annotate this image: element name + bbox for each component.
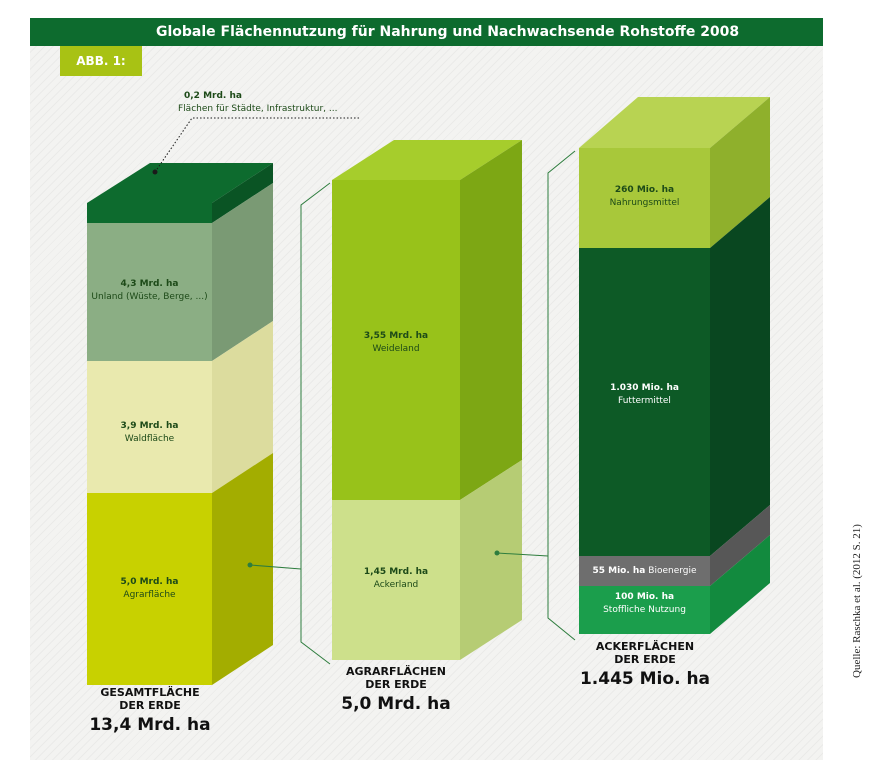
caption-agrarflaechen: AGRARFLÄCHEN DER ERDE 5,0 Mrd. ha — [316, 665, 476, 716]
label-bioenergie: 55 Mio. ha Bioenergie — [579, 565, 710, 578]
caption-gesamtflaeche-line1: GESAMTFLÄCHE — [100, 686, 200, 699]
block-weideland-top — [332, 140, 522, 180]
label-unland-text: Unland (Wüste, Berge, ...) — [91, 292, 208, 302]
label-wald-text: Waldfläche — [124, 434, 175, 444]
caption-gesamtflaeche: GESAMTFLÄCHE DER ERDE 13,4 Mrd. ha — [70, 686, 230, 737]
connector-agrar — [249, 182, 331, 665]
block-wald-front — [87, 361, 212, 493]
source-credit: Quelle: Raschka et al. (2012 S. 21) — [851, 524, 863, 678]
label-bioenergie-value: 55 Mio. ha — [592, 566, 646, 576]
column-ackerflaechen — [579, 97, 770, 634]
label-bioenergie-text: Bioenergie — [648, 566, 697, 576]
block-agrarflaeche-front — [87, 493, 212, 685]
leader-staedte — [154, 117, 360, 173]
label-futtermittel: 1.030 Mio. ha Futtermittel — [579, 382, 710, 408]
block-wald-side — [212, 321, 273, 493]
block-unland-side — [212, 183, 273, 361]
block-bioenergie-front — [579, 556, 710, 586]
label-nahrungsmittel-text: Nahrungsmittel — [609, 198, 680, 208]
block-futtermittel-side — [710, 197, 770, 556]
label-weideland-text: Weideland — [372, 344, 420, 354]
label-ackerland-text: Ackerland — [373, 580, 419, 590]
label-futtermittel-text: Futtermittel — [618, 396, 671, 406]
block-staedte-top — [87, 163, 273, 203]
connector-agrar-dot — [247, 562, 253, 568]
label-weideland-value: 3,55 Mrd. ha — [363, 331, 429, 341]
caption-agrarflaechen-line1: AGRARFLÄCHEN — [345, 665, 447, 678]
block-ackerland-front — [332, 500, 460, 660]
leader-staedte-dot — [152, 169, 158, 175]
caption-ackerflaechen-total: 1.445 Mio. ha — [579, 669, 711, 689]
figure-label-tab: ABB. 1: — [60, 46, 142, 76]
caption-gesamtflaeche-line2: DER ERDE — [119, 699, 181, 712]
label-stoffliche-value: 100 Mio. ha — [614, 592, 675, 602]
block-unland-front — [87, 223, 212, 361]
block-ackerland-side — [460, 460, 522, 660]
block-stoffliche-side — [710, 535, 770, 634]
connector-acker-dot — [494, 550, 500, 556]
label-nahrungsmittel: 260 Mio. ha Nahrungsmittel — [579, 184, 710, 210]
block-staedte-side — [212, 163, 273, 223]
caption-agrarflaechen-line2: DER ERDE — [365, 678, 427, 691]
block-stoffliche-front — [579, 586, 710, 634]
block-bioenergie-side — [710, 505, 770, 586]
label-staedte: 0,2 Mrd. ha Flächen für Städte, Infrastr… — [178, 90, 378, 116]
connector-acker — [496, 150, 576, 641]
caption-ackerflaechen-line1: ACKERFLÄCHEN — [595, 640, 695, 653]
caption-ackerflaechen: ACKERFLÄCHEN DER ERDE 1.445 Mio. ha — [565, 640, 725, 691]
label-staedte-text: Flächen für Städte, Infrastruktur, ... — [178, 104, 338, 114]
block-nahrungsmittel-top — [579, 97, 770, 148]
block-nahrungsmittel-front — [579, 148, 710, 248]
block-weideland-side — [460, 140, 522, 500]
label-ackerland: 1,45 Mrd. ha Ackerland — [332, 566, 460, 592]
label-ackerland-value: 1,45 Mrd. ha — [363, 567, 429, 577]
block-staedte-front — [87, 203, 212, 223]
label-wald-value: 3,9 Mrd. ha — [120, 421, 179, 431]
label-futtermittel-value: 1.030 Mio. ha — [610, 383, 679, 393]
block-agrarflaeche-side — [212, 453, 273, 685]
label-agrarflaeche: 5,0 Mrd. ha Agrarfläche — [87, 576, 212, 602]
caption-agrarflaechen-total: 5,0 Mrd. ha — [341, 694, 451, 714]
label-agrarflaeche-text: Agrarfläche — [123, 590, 176, 600]
label-unland: 4,3 Mrd. ha Unland (Wüste, Berge, ...) — [87, 278, 212, 304]
label-wald: 3,9 Mrd. ha Waldfläche — [87, 420, 212, 446]
column-gesamtflaeche — [87, 163, 273, 685]
block-nahrungsmittel-side — [710, 97, 770, 248]
figure-title: Globale Flächennutzung für Nahrung und N… — [30, 18, 823, 46]
label-unland-value: 4,3 Mrd. ha — [120, 279, 179, 289]
caption-ackerflaechen-line2: DER ERDE — [614, 653, 676, 666]
block-weideland-front — [332, 180, 460, 500]
label-agrarflaeche-value: 5,0 Mrd. ha — [120, 577, 179, 587]
label-stoffliche-nutzung: 100 Mio. ha Stoffliche Nutzung — [579, 591, 710, 617]
label-nahrungsmittel-value: 260 Mio. ha — [614, 185, 675, 195]
caption-gesamtflaeche-total: 13,4 Mrd. ha — [89, 715, 211, 735]
column-agrarflaechen — [332, 140, 522, 660]
block-futtermittel-front — [579, 248, 710, 556]
label-stoffliche-text: Stoffliche Nutzung — [603, 605, 686, 615]
label-staedte-value: 0,2 Mrd. ha — [184, 91, 242, 101]
label-weideland: 3,55 Mrd. ha Weideland — [332, 330, 460, 356]
